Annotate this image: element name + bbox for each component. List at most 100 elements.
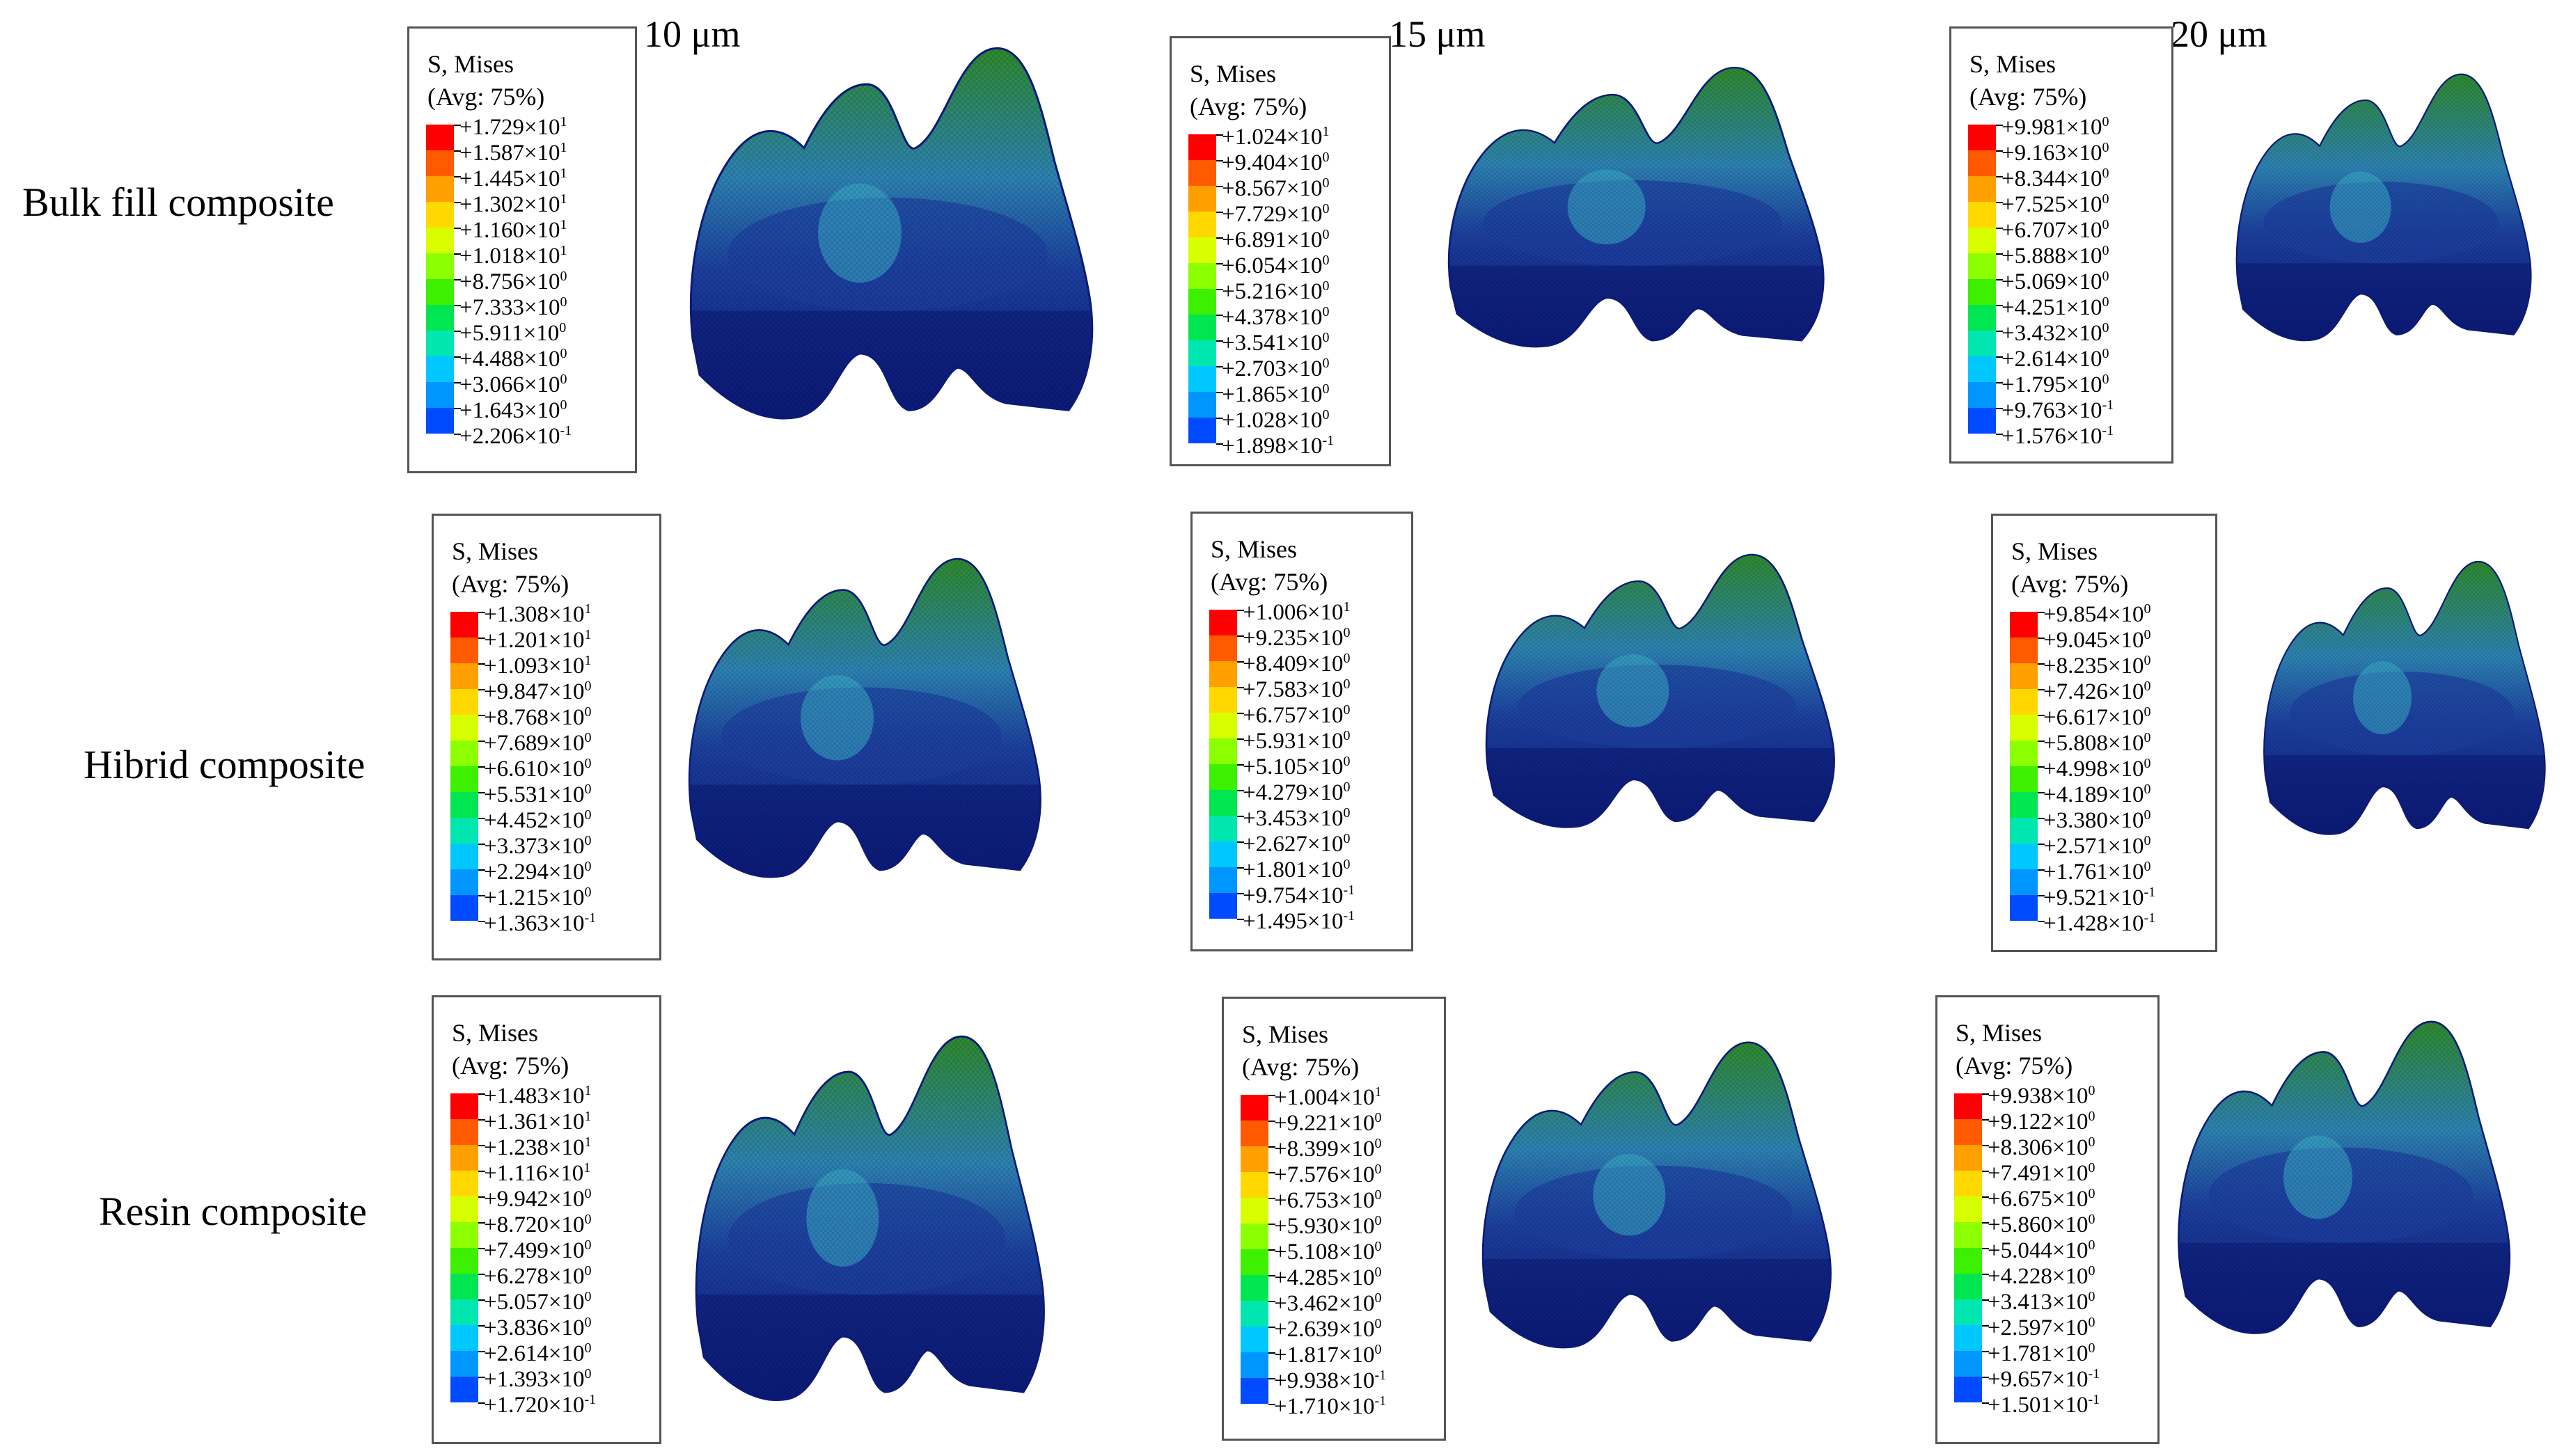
legend-value-mantissa: +3.373×10 (484, 834, 585, 859)
legend-color-swatch (1954, 1377, 1982, 1402)
legend-value-exponent: 0 (2088, 1289, 2095, 1304)
legend-value: +8.768×100 (484, 705, 591, 729)
legend-value-exponent: -1 (2102, 423, 2114, 438)
legend-value-exponent: 0 (2088, 1186, 2095, 1201)
legend-color-swatch (1968, 202, 1996, 228)
legend-value-mantissa: +6.675×10 (1988, 1187, 2089, 1212)
legend-tick (454, 253, 461, 255)
legend-color-bar (1954, 1093, 1982, 1402)
legend-tick (478, 1171, 485, 1172)
legend-color-swatch (1188, 134, 1216, 160)
legend-value-mantissa: +6.891×10 (1222, 228, 1323, 253)
legend-color-swatch (426, 382, 454, 408)
tooth-render-resin-15um (1472, 1037, 1834, 1364)
legend-value-mantissa: +1.483×10 (484, 1084, 585, 1109)
legend-value: +1.361×101 (484, 1109, 591, 1134)
legend-tick (2038, 869, 2045, 871)
legend-title: S, Mises (Avg: 75%) (2011, 535, 2128, 601)
legend-value-exponent: 0 (584, 859, 592, 874)
legend-value-exponent: 1 (1343, 599, 1351, 615)
legend-value: +9.163×100 (2001, 141, 2109, 165)
row-label-hibrid: Hibrid composite (84, 742, 365, 787)
legend-value: +4.488×100 (459, 347, 567, 371)
legend-value-exponent: 0 (2144, 782, 2151, 797)
legend-value: +5.808×100 (2043, 731, 2150, 755)
legend-value: +1.215×100 (484, 885, 591, 910)
legend-value: +2.639×100 (1274, 1317, 1381, 1341)
legend-value-mantissa: +1.817×10 (1274, 1343, 1375, 1368)
legend-color-swatch (450, 1274, 478, 1299)
legend-title-line1: S, Mises (452, 1019, 539, 1047)
legend-value-mantissa: +1.445×10 (459, 166, 560, 191)
legend-value: +6.675×100 (1988, 1187, 2095, 1211)
legend-title-line2: (Avg: 75%) (1956, 1051, 2073, 1079)
legend-value-mantissa: +3.413×10 (1988, 1290, 2089, 1315)
legend-color-swatch (1209, 790, 1237, 816)
legend-title-line1: S, Mises (1211, 535, 1298, 563)
legend-value-exponent: 0 (1343, 728, 1351, 743)
legend-color-swatch (1968, 408, 1996, 434)
legend-value-exponent: 0 (584, 1212, 592, 1227)
legend-value: +6.278×100 (484, 1264, 591, 1288)
legend-value-mantissa: +1.720×10 (484, 1393, 585, 1418)
legend-value-mantissa: +2.571×10 (2043, 834, 2144, 859)
legend-color-swatch (450, 792, 478, 818)
legend-tick (1237, 893, 1244, 894)
legend-title-line1: S, Mises (452, 537, 539, 565)
legend-value-exponent: 0 (560, 346, 567, 361)
legend-color-swatch (1209, 661, 1237, 687)
legend-color-swatch (1188, 340, 1216, 366)
tooth-mesh-svg (688, 557, 1041, 878)
legend-value-exponent: 0 (559, 320, 567, 335)
legend-value: +1.898×10-1 (1222, 434, 1334, 458)
legend-value-exponent: -1 (1343, 908, 1355, 924)
legend-tick (1996, 125, 2003, 126)
legend-value-mantissa: +9.235×10 (1243, 626, 1344, 651)
legend-value: +1.795×100 (2001, 372, 2109, 397)
legend-value-mantissa: +4.998×10 (2043, 757, 2144, 782)
legend-value-mantissa: +5.808×10 (2043, 731, 2144, 756)
legend-tick (1996, 253, 2003, 255)
legend-value-exponent: 0 (1374, 1316, 1382, 1331)
tooth-mesh-svg (2178, 1020, 2511, 1334)
legend-value: +3.453×100 (1243, 806, 1350, 830)
legend-color-swatch (1209, 713, 1237, 738)
legend-tick (1237, 816, 1244, 817)
legend-value: +1.865×100 (1222, 382, 1329, 406)
legend-value-exponent: 0 (584, 704, 592, 720)
legend-value-mantissa: +2.614×10 (2001, 347, 2102, 372)
legend-value-mantissa: +5.930×10 (1274, 1214, 1375, 1239)
legend-value: +5.069×100 (2001, 269, 2109, 294)
legend-tick (1216, 315, 1223, 316)
legend-value-mantissa: +3.380×10 (2043, 808, 2144, 833)
legend-value-mantissa: +1.795×10 (2001, 372, 2102, 397)
legend-value-mantissa: +9.981×10 (2001, 115, 2102, 140)
legend-value-exponent: 0 (1322, 381, 1330, 397)
legend-value-mantissa: +4.189×10 (2043, 782, 2144, 807)
legend-tick (1268, 1146, 1275, 1148)
legend-value-exponent: -1 (2088, 1392, 2100, 1407)
legend-resin-15um: S, Mises (Avg: 75%) +1.004×101 +9.221×100 +8… (1222, 997, 1446, 1441)
column-title-20um: 20 μm (2171, 13, 2267, 55)
legend-value-exponent: 1 (560, 243, 567, 258)
legend-value-mantissa: +4.251×10 (2001, 295, 2102, 320)
legend-value: +6.753×100 (1274, 1188, 1381, 1212)
legend-tick (1268, 1404, 1275, 1405)
tooth-mesh-svg (1481, 1041, 1832, 1349)
row-label-resin: Resin composite (99, 1189, 368, 1234)
legend-tick (1982, 1377, 1989, 1378)
legend-color-swatch (450, 1351, 478, 1377)
legend-value-mantissa: +4.285×10 (1274, 1265, 1375, 1290)
legend-color-swatch (1209, 893, 1237, 919)
legend-color-swatch (450, 1377, 478, 1402)
legend-value-exponent: 0 (2088, 1134, 2095, 1150)
legend-tick (478, 844, 485, 845)
legend-color-bar (1209, 610, 1237, 919)
legend-tick (2038, 741, 2045, 742)
legend-value-exponent: 0 (2102, 269, 2109, 284)
legend-value: +3.836×100 (484, 1315, 591, 1340)
legend-value-mantissa: +2.597×10 (1988, 1315, 2089, 1340)
legend-tick (1268, 1301, 1275, 1302)
legend-tick (1237, 661, 1244, 663)
legend-color-swatch (1968, 253, 1996, 279)
